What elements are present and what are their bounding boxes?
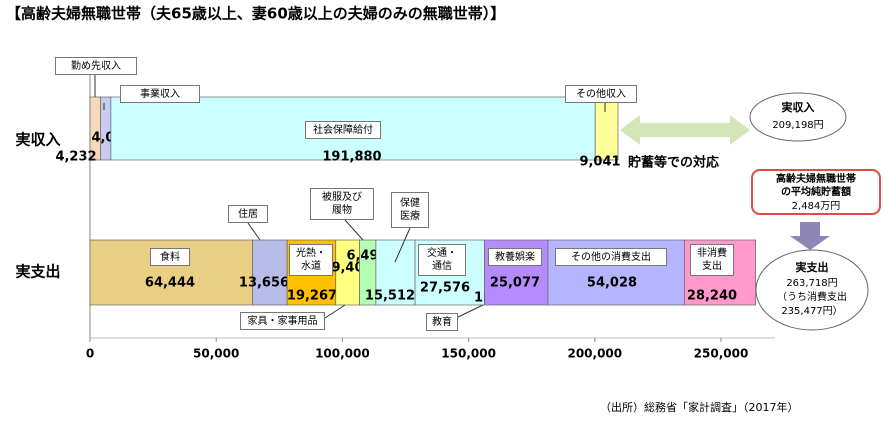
value-label: 13,656 (239, 276, 289, 291)
segment-name: 社会保障給付 (305, 121, 381, 139)
income-total: 209,198円 (772, 120, 823, 131)
category-label: 実支出 (15, 263, 60, 281)
x-tick-label: 50,000 (193, 347, 239, 361)
x-tick-label: 0 (86, 347, 94, 361)
leader-line (247, 222, 261, 241)
segment-name: その他の消費支出 (555, 248, 667, 266)
value-label: 54,028 (587, 276, 637, 291)
down-arrow (790, 222, 830, 250)
segment-name: 教養娯楽 (488, 248, 542, 266)
segment-name: 被服及び 履物 (310, 188, 374, 220)
income-ellipse (749, 92, 847, 142)
x-tick-label: 250,000 (694, 347, 749, 361)
segment-name: 光熱・ 水道 (289, 244, 333, 276)
segment-name: 勤め先収入 (55, 57, 137, 75)
segment-name: 教育 (426, 313, 458, 331)
value-label: 64,444 (145, 276, 195, 291)
segment-name: 交通・ 通信 (418, 244, 466, 276)
bar-segment (375, 239, 416, 306)
expense-title: 実支出 (796, 260, 829, 274)
savings-note: 貯蓄等での対応 (628, 155, 719, 171)
value-label: 28,240 (687, 289, 737, 304)
segment-name: 住居 (228, 205, 268, 223)
chart-title: 【高齢夫婦無職世帯（夫65歳以上、妻60歳以上の夫婦のみの無職世帯）】 (6, 5, 505, 23)
value-label: 15,512 (365, 289, 415, 304)
value-label: 27,576 (420, 281, 470, 296)
bar-segment (594, 96, 619, 161)
segment-name: 事業収入 (120, 85, 200, 103)
segment-name: その他収入 (565, 85, 637, 103)
double-arrow (620, 115, 750, 145)
leader-line (324, 304, 346, 319)
value-label: 191,880 (322, 150, 381, 165)
expense-total: 263,718円 (786, 278, 837, 289)
consumption-total: 235,477円） (781, 305, 842, 317)
value-label: 9,041 (579, 155, 620, 170)
x-tick-label: 200,000 (567, 347, 622, 361)
x-tick-label: 100,000 (315, 347, 370, 361)
category-label: 実収入 (15, 131, 60, 149)
value-label: 4,232 (55, 150, 96, 165)
segment-name: 保健 医療 (391, 192, 429, 228)
income-title: 実収入 (782, 100, 815, 114)
value-label: 25,077 (490, 276, 540, 291)
savings-title: 高齢夫婦無職世帯 の平均純貯蓄額 (776, 174, 856, 198)
leader-line (344, 219, 364, 241)
leader-line (394, 227, 411, 263)
segment-name: 家具・家事用品 (240, 312, 325, 330)
leader-line (455, 304, 484, 319)
savings-amount: 2,484万円 (791, 201, 841, 212)
x-tick-label: 150,000 (441, 347, 496, 361)
segment-name: 食料 (150, 248, 190, 266)
source: （出所）総務省「家計調査」（2017年） (600, 400, 799, 414)
expense-ellipse (755, 249, 869, 331)
value-label: 19,267 (287, 289, 337, 304)
bar-segment (100, 96, 112, 161)
bar-segment (252, 239, 288, 306)
savings-box (751, 169, 881, 215)
consumption-title: （うち消費支出 (777, 290, 847, 303)
segment-name: 非消費 支出 (690, 244, 734, 276)
